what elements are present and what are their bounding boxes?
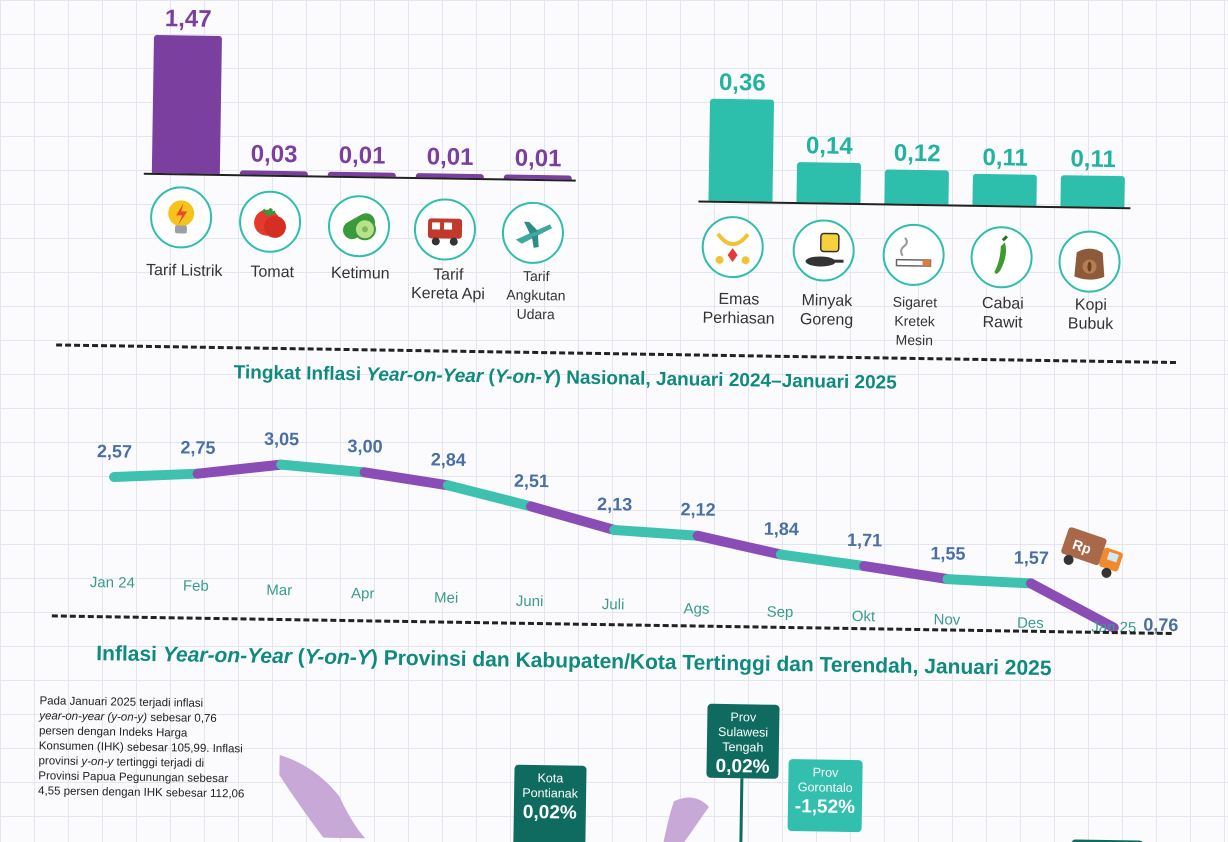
callout-pontianak: Kota Pontianak 0,02% <box>513 764 587 842</box>
truck-label: Rp <box>1071 536 1094 557</box>
money-truck-icon: Rp <box>1061 527 1123 578</box>
callout-gorontalo: Prov Gorontalo -1,52% <box>787 759 863 833</box>
callout-sulawesi-tengah-value: 0,02% <box>715 755 770 778</box>
tomato-icon <box>238 190 302 254</box>
line-segment <box>692 530 786 560</box>
airplane-icon <box>501 201 565 265</box>
lightbulb-icon <box>149 185 213 249</box>
line-segment <box>192 459 287 479</box>
line-segment <box>359 467 453 491</box>
map-sulawesi <box>663 797 709 842</box>
line-segment <box>109 468 203 483</box>
callout-pontianak-label: Kota Pontianak <box>522 771 579 801</box>
callout-sulawesi-tengah: Prov Sulawesi Tengah 0,02% <box>706 703 780 779</box>
line-segment <box>276 459 370 478</box>
line-segment <box>442 480 537 512</box>
callout-pontianak-value: 0,02% <box>522 801 577 824</box>
train-icon <box>413 198 477 262</box>
callout-gorontalo-label: Prov Gorontalo <box>797 765 853 796</box>
cucumber-icon <box>327 194 391 258</box>
map-sumatra <box>279 755 366 839</box>
line-segment <box>609 524 703 541</box>
cooking-oil-icon <box>792 219 856 282</box>
cigarette-icon <box>882 223 946 287</box>
line-segment <box>1025 578 1119 633</box>
callout-sulawesi-tengah-label: Prov Sulawesi Tengah <box>717 710 769 755</box>
gold-jewelry-icon <box>701 215 765 279</box>
coffee-sack-icon <box>1058 230 1122 294</box>
line-segment <box>942 574 1036 589</box>
chili-icon <box>970 225 1034 289</box>
callout-gorontalo-value: -1,52% <box>794 796 856 819</box>
line-segment <box>775 549 870 572</box>
line-segment <box>526 501 620 535</box>
line-segment <box>859 561 953 585</box>
